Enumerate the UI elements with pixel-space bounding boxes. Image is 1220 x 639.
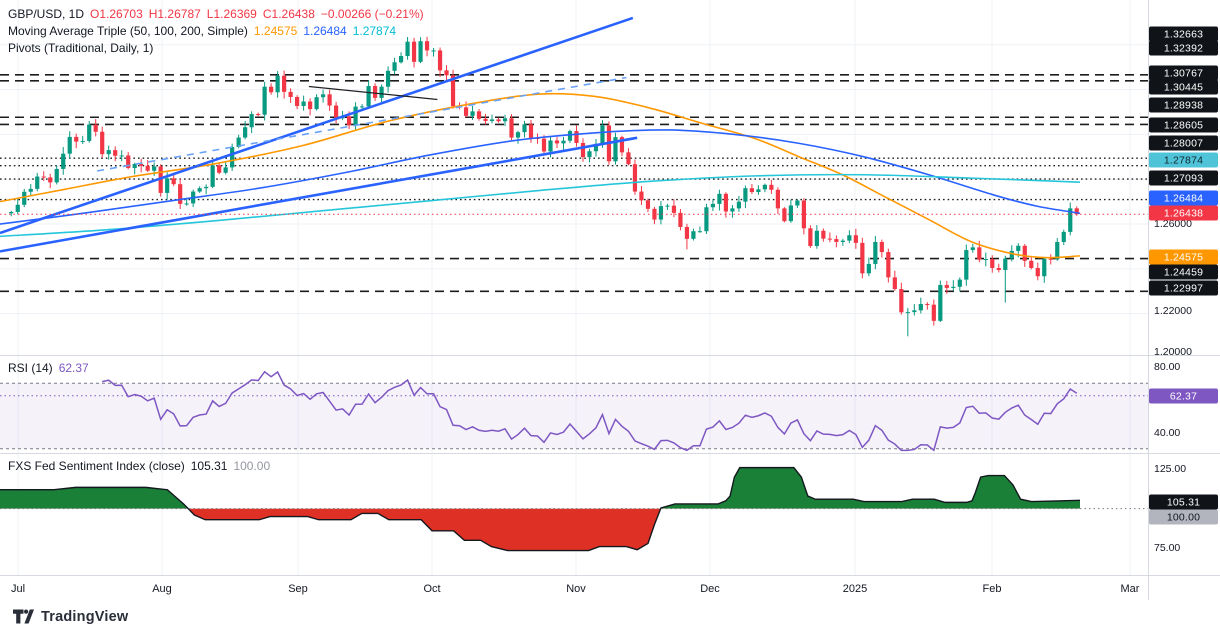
sentiment-baseline-value: 100.00 [233,458,271,473]
price-label: 1.20000 [1154,346,1192,358]
symbol-title[interactable]: GBP/USD, 1D [8,6,85,21]
low-value: L1.26369 [206,6,257,21]
price-badge: 62.37 [1149,388,1218,404]
ma50-value: 1.24575 [253,23,298,38]
time-label: Dec [700,583,720,595]
price-axis[interactable]: 1.26000 1.22000 1.20000 80.00 40.00 125.00 75.… [1148,0,1220,600]
gridlines [0,0,1148,575]
price-badge: 1.27874 [1149,152,1218,168]
sentiment-plot [0,466,1081,552]
high-value: H1.26787 [148,6,201,21]
price-badge: 1.28007 [1149,135,1218,151]
price-badge: 1.26438 [1149,205,1218,221]
chart-canvas[interactable] [0,0,1220,600]
pivots-study-title[interactable]: Pivots (Traditional, Daily, 1) [8,40,154,55]
ohlc-row: GBP/USD, 1D O1.26703 H1.26787 L1.26369 C… [8,5,424,22]
price-label: 40.00 [1154,427,1181,439]
main-series-legend[interactable]: GBP/USD, 1D O1.26703 H1.26787 L1.26369 C… [8,5,424,56]
price-badge: 1.30445 [1149,79,1218,95]
open-value: O1.26703 [90,6,143,21]
moving-averages [0,92,1081,259]
time-label: Jul [10,583,26,595]
price-badge: 1.26484 [1149,190,1218,206]
rsi-legend[interactable]: RSI (14) 62.37 [8,359,89,376]
ma100-value: 1.26484 [303,23,347,38]
brand-text: TradingView [41,608,129,625]
price-label: 1.22000 [1154,305,1192,317]
rsi-value: 62.37 [58,360,89,375]
trendlines [0,16,638,253]
ma-study-row: Moving Average Triple (50, 100, 200, Sim… [8,22,424,39]
ma200-line [0,173,1081,238]
rsi-line [102,370,1078,452]
price-badge: 1.24575 [1149,249,1218,265]
price-label: 80.00 [1154,361,1181,373]
price-badge: 1.28938 [1149,97,1218,113]
ma50-line [0,92,1081,259]
sentiment-value: 105.31 [190,458,228,473]
price-label: 1.26000 [1154,218,1192,230]
sentiment-study-title[interactable]: FXS Fed Sentiment Index (close) [8,458,185,473]
sentiment-outline [0,466,1081,552]
price-badge: 1.32663 [1149,26,1218,42]
time-label: Nov [566,583,586,595]
time-label: Oct [423,583,441,595]
price-badge: 1.22997 [1149,280,1218,296]
pivot-lines [0,73,1148,293]
tradingview-logo-icon [13,609,34,624]
price-badge: 1.28605 [1149,117,1218,133]
time-label: Sep [288,583,308,595]
change-value: −0.00266 (−0.21%) [320,6,424,21]
rsi-plot [102,370,1078,452]
rsi-band [0,382,1148,450]
sentiment-area-negative [188,508,661,551]
tradingview-logo[interactable]: TradingView [13,608,128,625]
ma-study-title[interactable]: Moving Average Triple (50, 100, 200, Sim… [8,23,248,38]
ma100-line [0,129,1081,225]
price-label: 125.00 [1154,463,1187,475]
sentiment-area-positive [0,467,1080,509]
price-badge: 1.30767 [1149,65,1218,81]
ma200-value: 1.27874 [352,23,397,38]
time-label: Mar [1120,583,1140,595]
rsi-study-title[interactable]: RSI (14) [8,360,53,375]
sentiment-legend[interactable]: FXS Fed Sentiment Index (close) 105.31 1… [8,457,270,474]
price-badge: 1.32392 [1149,40,1218,56]
time-axis[interactable]: Jul Aug Sep Oct Nov Dec 2025 Feb Mar [0,576,1148,600]
time-label: 2025 [842,583,868,595]
price-badge: 1.24459 [1149,264,1218,280]
time-label: Feb [982,583,1002,595]
time-label: Aug [152,583,172,595]
close-value: C1.26438 [262,6,315,21]
price-label: 75.00 [1154,542,1181,554]
price-badge: 100.00 [1149,509,1218,525]
pivots-study-row: Pivots (Traditional, Daily, 1) [8,39,424,56]
price-badge: 105.31 [1149,494,1218,510]
price-badge: 1.27093 [1149,170,1218,186]
